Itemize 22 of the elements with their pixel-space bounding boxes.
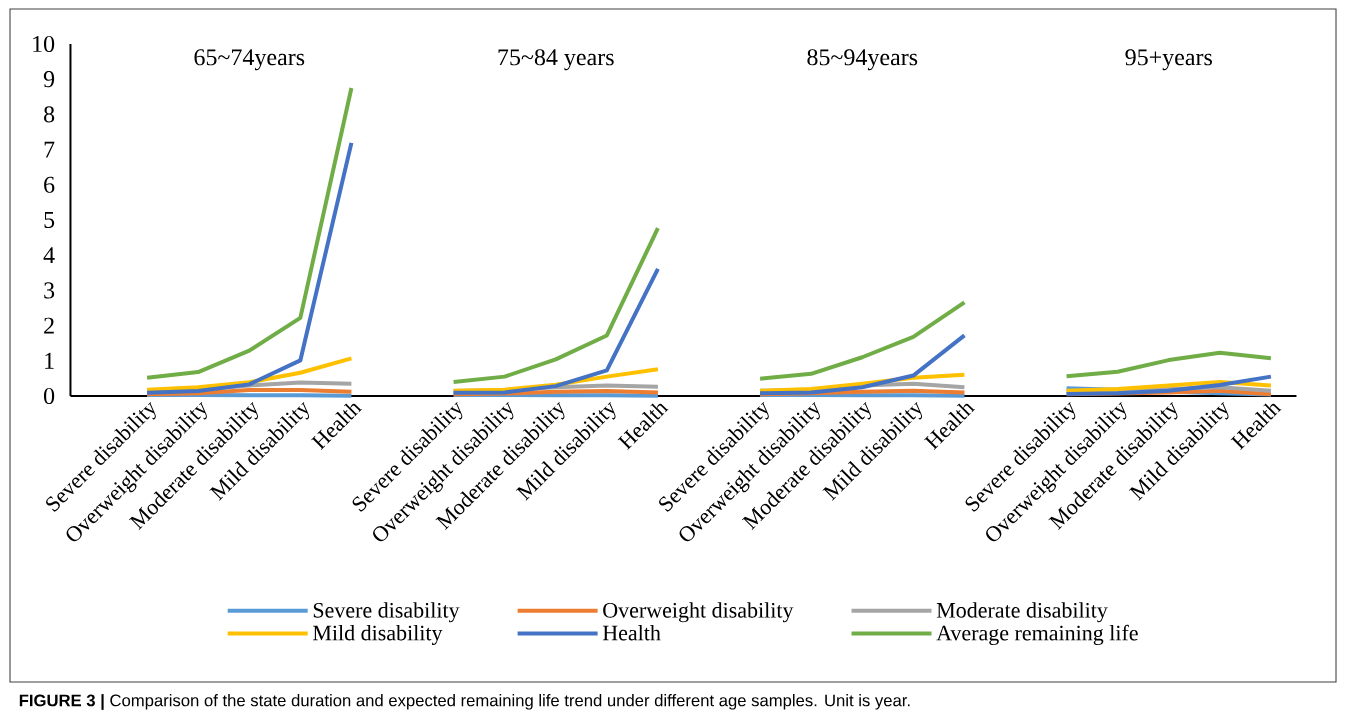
- legend-label: Health: [602, 624, 661, 641]
- y-tick-label: 3: [44, 282, 55, 299]
- y-tick-label: 9: [43, 71, 55, 88]
- text: FIGURE 3 | Comparison of the state duration and expected remaining life trend under different age samples. Unit is year.: [19, 694, 910, 710]
- annotation: 75~84 years: [498, 49, 614, 71]
- y-tick-label: 2: [44, 317, 54, 334]
- legend-label: Severe disability: [313, 602, 460, 623]
- y-tick-label: 4: [43, 247, 55, 264]
- y-tick-label: 6: [44, 176, 55, 193]
- y-tick-label: 8: [44, 106, 55, 123]
- annotation: 85~94years: [807, 49, 918, 71]
- annotation: 95+years: [1125, 49, 1212, 71]
- y-tick-label: 10: [33, 35, 55, 53]
- y-tick-label: 1: [45, 352, 54, 369]
- legend-label: Average remaining life: [936, 624, 1138, 646]
- legend-label: Mild disability: [312, 624, 443, 645]
- legend-label: Moderate disability: [936, 602, 1108, 623]
- legend-label: Overweight disability: [603, 602, 794, 623]
- y-tick-label: 7: [44, 141, 55, 158]
- y-tick-label: 5: [44, 212, 55, 228]
- y-tick-label: 0: [44, 387, 55, 405]
- annotation: 65~74years: [194, 49, 305, 71]
